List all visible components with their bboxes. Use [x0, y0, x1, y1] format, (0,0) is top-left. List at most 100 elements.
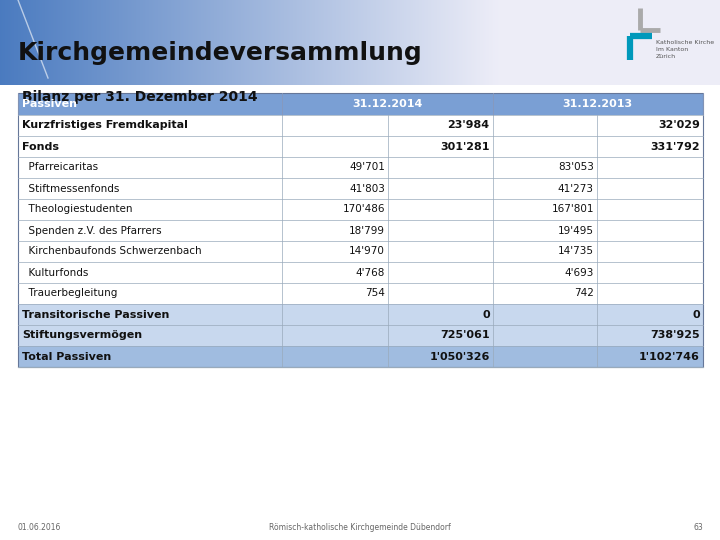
Text: 18'799: 18'799 [349, 226, 385, 235]
Bar [460, 0, 461, 85]
Bar [150, 0, 151, 85]
Bar [193, 0, 194, 85]
Bar [381, 0, 382, 85]
Bar [595, 0, 596, 85]
Bar [354, 0, 355, 85]
Bar [199, 0, 200, 85]
Text: Katholische Kirche: Katholische Kirche [656, 40, 714, 45]
Bar [644, 0, 645, 85]
Bar [601, 0, 602, 85]
Bar [85, 0, 86, 85]
Bar [268, 0, 269, 85]
Bar [545, 0, 546, 85]
Bar [512, 0, 513, 85]
Bar [528, 0, 529, 85]
Bar [374, 0, 375, 85]
Bar [5, 0, 6, 85]
Bar [131, 0, 132, 85]
Bar [451, 0, 452, 85]
Bar [555, 0, 556, 85]
Bar [708, 0, 709, 85]
Bar [535, 0, 536, 85]
Bar [686, 0, 687, 85]
Bar [453, 0, 454, 85]
Bar [181, 0, 182, 85]
Bar [169, 0, 170, 85]
Bar [664, 0, 665, 85]
Bar [30, 0, 31, 85]
Bar [640, 0, 641, 85]
Bar [151, 0, 152, 85]
Bar [688, 0, 689, 85]
Bar [36, 0, 37, 85]
Bar [426, 0, 427, 85]
Bar [717, 0, 718, 85]
Bar [136, 0, 137, 85]
Bar [182, 0, 183, 85]
Bar [577, 0, 578, 85]
Bar [618, 0, 619, 85]
Bar [311, 0, 312, 85]
Bar [205, 0, 206, 85]
Bar [18, 0, 19, 85]
Bar [50, 0, 51, 85]
Bar [88, 0, 89, 85]
Bar [18, 241, 703, 262]
Bar [84, 0, 85, 85]
Bar [642, 0, 643, 85]
Bar [106, 0, 107, 85]
Bar [18, 283, 703, 304]
Bar [490, 0, 491, 85]
Bar [248, 0, 249, 85]
Bar [429, 0, 430, 85]
Bar [699, 0, 700, 85]
Bar [282, 0, 283, 85]
Text: 32'029: 32'029 [658, 120, 700, 131]
Bar [497, 0, 498, 85]
Bar [251, 0, 252, 85]
Bar [140, 0, 141, 85]
Bar [634, 0, 635, 85]
Bar [33, 0, 34, 85]
Bar [240, 0, 241, 85]
Text: Kulturfonds: Kulturfonds [22, 267, 89, 278]
Bar [196, 0, 197, 85]
Bar [18, 325, 703, 346]
Bar [716, 0, 717, 85]
Bar [166, 0, 167, 85]
Bar [628, 0, 629, 85]
Bar [469, 0, 470, 85]
Bar [602, 0, 603, 85]
Bar [414, 0, 415, 85]
Bar [185, 0, 186, 85]
Bar [646, 0, 647, 85]
Bar [706, 0, 707, 85]
Bar [676, 0, 677, 85]
Bar [358, 0, 359, 85]
Bar [513, 0, 514, 85]
Bar [92, 0, 93, 85]
Bar [627, 0, 628, 85]
Bar [58, 0, 59, 85]
Bar [447, 0, 448, 85]
Text: 738'925: 738'925 [650, 330, 700, 341]
Bar [596, 0, 597, 85]
Text: Fonds: Fonds [22, 141, 59, 152]
Bar [342, 0, 343, 85]
Bar [249, 0, 250, 85]
Bar [710, 0, 711, 85]
Bar [417, 0, 418, 85]
Text: Spenden z.V. des Pfarrers: Spenden z.V. des Pfarrers [22, 226, 161, 235]
Bar [243, 0, 244, 85]
Bar [446, 0, 447, 85]
Bar [18, 93, 703, 115]
Bar [91, 0, 92, 85]
Bar [353, 0, 354, 85]
Bar [624, 0, 625, 85]
Bar [230, 0, 231, 85]
Bar [94, 0, 95, 85]
Bar [250, 0, 251, 85]
Bar [317, 0, 318, 85]
Bar [529, 0, 530, 85]
Text: 14'735: 14'735 [558, 246, 594, 256]
